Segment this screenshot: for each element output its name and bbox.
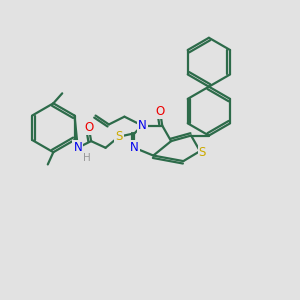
Text: S: S [199,146,206,159]
Text: N: N [138,119,147,132]
Text: H: H [83,153,91,163]
Text: O: O [84,121,94,134]
Text: S: S [115,130,123,143]
Text: N: N [130,141,139,154]
Text: N: N [74,141,82,154]
Text: O: O [155,105,165,118]
